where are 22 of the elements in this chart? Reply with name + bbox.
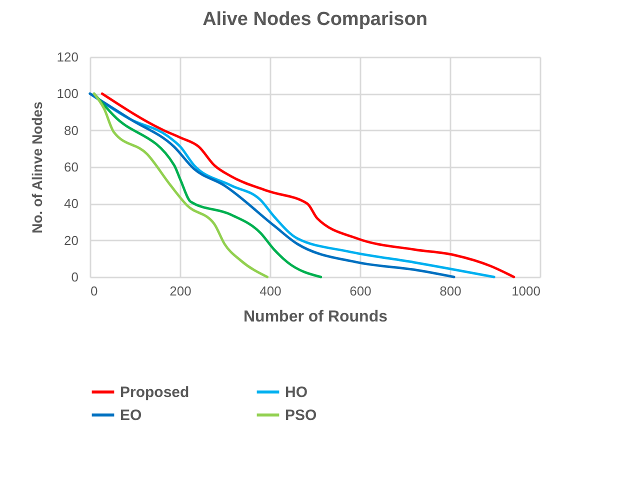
y-tick-label: 20 <box>64 232 78 248</box>
y-tick-label: 100 <box>56 86 78 102</box>
chart-title: Alive Nodes Comparison <box>202 9 428 30</box>
y-axis-title: No. of Alinve Nodes <box>28 101 45 234</box>
x-axis-title: Number of Rounds <box>244 308 388 326</box>
y-tick-label: 120 <box>56 50 78 64</box>
line-series <box>92 92 322 278</box>
x-tick-label: 800 <box>440 284 462 298</box>
y-tick-label: 60 <box>64 160 78 174</box>
y-tick-label: 0 <box>71 270 78 284</box>
x-tick-label: 400 <box>260 284 282 298</box>
x-tick-label: 1000 <box>512 284 540 298</box>
x-tick-label: 600 <box>350 284 372 298</box>
y-tick-label: 40 <box>64 196 78 212</box>
y-tick-label: 80 <box>64 122 78 138</box>
line-series <box>92 92 269 278</box>
legend-label: HO <box>285 384 308 401</box>
x-tick-label: 0 <box>90 284 98 298</box>
legend-label: Proposed <box>120 384 190 401</box>
x-tick-label: 200 <box>170 284 192 298</box>
legend-label: PSO <box>285 407 318 424</box>
legend-label: EO <box>120 407 142 424</box>
